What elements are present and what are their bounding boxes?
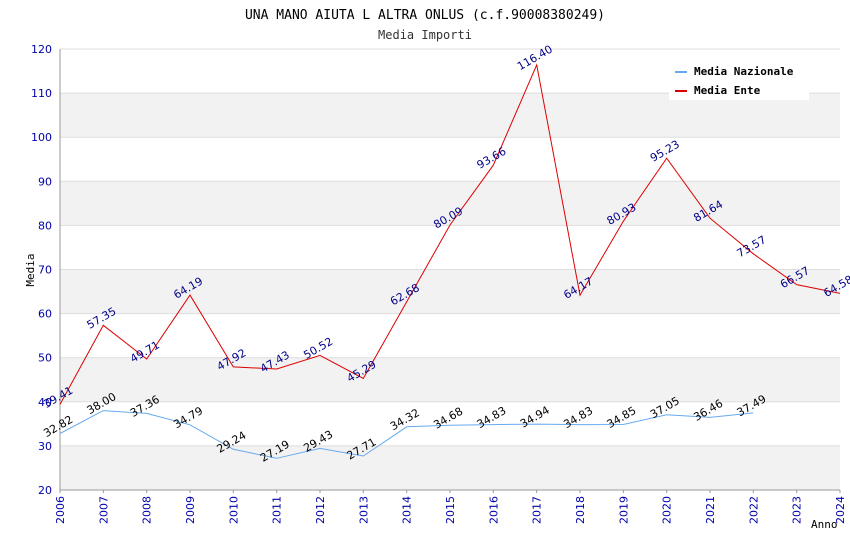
- series-lines: [59, 63, 841, 459]
- chart-subtitle: Media Importi: [378, 28, 472, 42]
- x-tick-label: 2017: [531, 496, 544, 524]
- x-tick-label: 2020: [661, 496, 674, 524]
- data-label: 34.85: [605, 404, 639, 431]
- x-tick-label: 2006: [54, 496, 67, 524]
- plot-band: [60, 445, 840, 490]
- data-label: 73.57: [735, 233, 769, 260]
- x-tick-label: 2013: [357, 496, 370, 524]
- y-tick-label: 120: [31, 43, 52, 56]
- data-label: 34.83: [475, 404, 509, 431]
- y-tick-label: 90: [38, 175, 52, 188]
- data-label: 34.83: [561, 404, 595, 431]
- legend-box: [669, 60, 809, 100]
- y-tick-label: 60: [38, 308, 52, 321]
- legend-label-media-ente: Media Ente: [694, 84, 761, 97]
- y-tick-label: 100: [31, 131, 52, 144]
- y-tick-label: 110: [31, 87, 52, 100]
- y-tick-label: 80: [38, 219, 52, 232]
- x-tick-label: 2021: [704, 496, 717, 524]
- x-tick-label: 2014: [401, 496, 414, 524]
- x-tick-label: 2009: [184, 496, 197, 524]
- x-tick-label: 2007: [97, 496, 110, 524]
- x-tick-label: 2022: [747, 496, 760, 524]
- y-tick-label: 40: [38, 396, 52, 409]
- plot-band: [60, 93, 840, 138]
- x-tick-label: 2010: [227, 496, 240, 524]
- data-label: 34.79: [171, 404, 205, 431]
- data-label: 34.94: [518, 404, 552, 431]
- x-tick-label: 2012: [314, 496, 327, 524]
- plot-band: [60, 357, 840, 402]
- x-tick-label: 2011: [271, 496, 284, 524]
- data-label: 39.41: [41, 384, 75, 411]
- plot-bands: [60, 93, 840, 490]
- data-label: 32.82: [41, 413, 75, 440]
- x-tick-label: 2023: [791, 496, 804, 524]
- y-tick-label: 30: [38, 440, 52, 453]
- y-tick-label: 70: [38, 264, 52, 277]
- series-line-0: [59, 410, 754, 459]
- x-tick-label: 2008: [141, 496, 154, 524]
- data-label: 34.68: [431, 405, 465, 432]
- plot-band: [60, 269, 840, 314]
- data-label: 34.32: [388, 406, 422, 433]
- x-tick-label: 2016: [487, 496, 500, 524]
- x-tick-label: 2019: [617, 496, 630, 524]
- y-axis-label: Media: [24, 253, 37, 286]
- x-tick-label: 2018: [574, 496, 587, 524]
- x-tick-labels: 2006 2007 2008 2009 2010 2011 2012 2013 2014 2015…: [54, 490, 847, 524]
- x-axis-label: Anno: [811, 518, 838, 531]
- y-tick-label: 50: [38, 352, 52, 365]
- legend: Media Nazionale Media Ente: [669, 60, 809, 100]
- y-tick-label: 20: [38, 484, 52, 497]
- y-tick-labels: 20 30 40 50 60 70 80 90 100 110 120: [31, 43, 52, 497]
- series-line-1: [59, 63, 841, 405]
- chart-title: UNA MANO AIUTA L ALTRA ONLUS (c.f.900083…: [245, 8, 605, 23]
- legend-label-media-nazionale: Media Nazionale: [694, 65, 794, 78]
- x-tick-label: 2015: [444, 496, 457, 524]
- x-tick-label: 2024: [834, 496, 847, 524]
